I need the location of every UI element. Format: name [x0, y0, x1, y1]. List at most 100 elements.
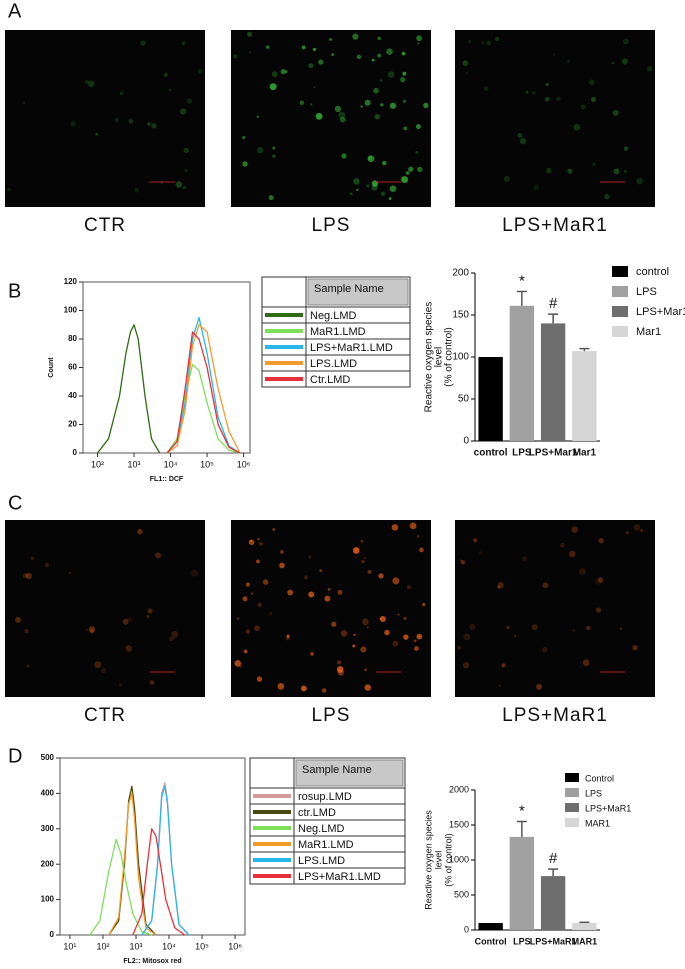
cell-signal — [279, 550, 284, 554]
cell-signal — [336, 660, 342, 665]
y-tick-label: 0 — [50, 930, 55, 939]
legend-swatch — [565, 818, 579, 827]
cell-signal — [286, 634, 290, 638]
cell-signal — [182, 185, 187, 190]
cell-signal — [419, 547, 424, 553]
cell-signal — [122, 618, 129, 625]
cell-signal — [506, 625, 510, 630]
cell-signal — [367, 569, 372, 575]
cell-signal — [403, 617, 407, 620]
cell-signal — [269, 612, 272, 615]
legend-swatch — [612, 306, 628, 317]
cell-signal — [377, 53, 382, 58]
cell-signal — [287, 589, 294, 596]
cell-signal — [640, 529, 644, 532]
x-tick-label: 10² — [96, 941, 109, 951]
cell-signal — [403, 126, 408, 131]
histogram-line — [166, 331, 241, 454]
cell-signal — [415, 150, 419, 154]
x-tick-label: 10² — [91, 459, 104, 469]
cell-signal — [595, 607, 602, 613]
x-tick-label: 10⁶ — [237, 459, 251, 469]
cell-signal — [588, 79, 595, 86]
cell-signal — [497, 585, 501, 589]
cell-signal — [70, 121, 76, 127]
y-tick-label: 0 — [464, 924, 469, 934]
legend-label: MaR1.LMD — [310, 326, 366, 338]
legend-label: LPS+Mar1 — [636, 306, 685, 318]
cell-signal — [7, 187, 11, 192]
cell-signal — [611, 61, 615, 65]
cell-signal — [256, 115, 259, 118]
cell-signal — [377, 36, 381, 41]
cell-signal — [242, 596, 248, 602]
cell-signal — [389, 102, 397, 109]
cell-signal — [392, 577, 400, 585]
image-caption: CTR — [84, 215, 126, 236]
legend-label: LPS+MaR1.LMD — [298, 871, 381, 883]
legend-label: Ctr.LMD — [310, 374, 350, 386]
cell-signal — [542, 647, 548, 653]
cell-signal — [183, 147, 189, 153]
x-tick-label: 10⁵ — [195, 941, 209, 951]
cell-signal — [590, 97, 597, 103]
cell-signal — [356, 54, 362, 60]
cell-signal — [279, 562, 285, 569]
cell-signal — [22, 101, 26, 105]
cell-signal — [413, 639, 417, 643]
cell-signal — [339, 116, 346, 123]
legend-swatch — [612, 286, 628, 297]
cell-signal — [258, 541, 264, 546]
cell-signal — [367, 155, 375, 163]
cell-signal — [559, 542, 565, 548]
cell-signal — [272, 146, 276, 150]
cell-signal — [462, 662, 470, 669]
cell-signal — [312, 47, 316, 52]
bar — [540, 323, 566, 441]
cell-signal — [88, 626, 96, 633]
cell-signal — [545, 82, 549, 87]
panel-label: C — [8, 492, 22, 514]
cell-signal — [329, 38, 332, 41]
image-caption: CTR — [84, 705, 126, 726]
cell-signal — [536, 683, 543, 690]
y-tick-label: 2000 — [449, 784, 469, 794]
cell-signal — [384, 629, 390, 636]
cell-signal — [95, 132, 99, 136]
cell-signal — [277, 683, 285, 690]
cell-signal — [391, 524, 399, 531]
cell-signal — [234, 660, 242, 667]
cell-signal — [25, 572, 32, 580]
cell-signal — [89, 629, 95, 634]
cell-signal — [388, 197, 392, 201]
micrograph — [231, 520, 431, 697]
y-tick-label: 500 — [41, 753, 55, 762]
legend-label: Neg.LMD — [310, 310, 357, 322]
cell-signal — [26, 664, 30, 668]
cell-signal — [249, 539, 252, 542]
cell-signal — [352, 644, 356, 648]
image-caption: LPS — [312, 215, 351, 236]
cell-signal — [397, 613, 400, 616]
y-axis-label: Reactive oxygen species — [423, 810, 433, 910]
legend-label: LPS.LMD — [310, 358, 357, 370]
cell-signal — [414, 646, 419, 651]
micrograph — [455, 30, 655, 207]
cell-signal — [567, 168, 573, 174]
y-axis-label: (% of control) — [444, 327, 455, 386]
cell-signal — [179, 108, 187, 115]
cell-signal — [482, 41, 485, 44]
cell-signal — [119, 91, 124, 96]
bar — [509, 836, 535, 930]
x-tick-label: Mar1 — [573, 448, 597, 459]
cell-signal — [579, 568, 586, 575]
cell-signal — [386, 48, 393, 55]
cell-signal — [569, 550, 576, 558]
cell-signal — [249, 51, 252, 54]
cell-signal — [84, 80, 89, 84]
cell-signal — [582, 659, 590, 666]
x-tick-label: control — [474, 448, 508, 459]
significance-mark: * — [519, 802, 525, 819]
legend-swatch — [565, 773, 579, 782]
